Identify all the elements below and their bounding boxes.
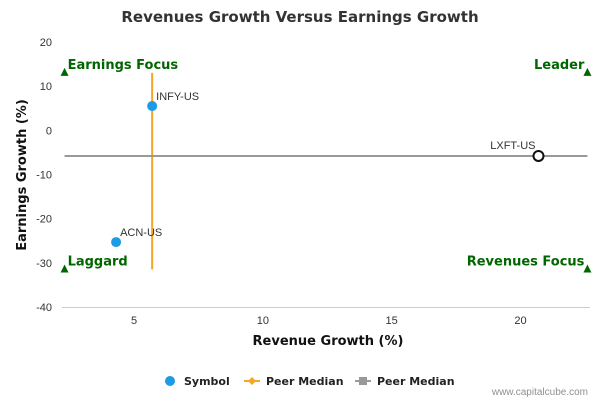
quadrant-label: Laggard — [68, 254, 128, 269]
credit-text: www.capitalcube.com — [491, 387, 588, 398]
data-point-label: LXFT-US — [490, 140, 535, 152]
x-axis-title: Revenue Growth (%) — [253, 334, 404, 349]
chart-title: Revenues Growth Versus Earnings Growth — [121, 8, 478, 26]
y-axis-title: Earnings Growth (%) — [15, 99, 30, 251]
quadrant-marker-icon — [583, 264, 592, 273]
legend-label: Peer Median — [266, 375, 344, 388]
quadrant-label: Earnings Focus — [68, 58, 179, 73]
data-point — [147, 101, 158, 112]
quadrant-marker-icon — [60, 67, 69, 76]
x-tick-label: 20 — [514, 315, 526, 327]
y-tick-label: 20 — [40, 37, 52, 49]
legend-label: Symbol — [184, 375, 230, 388]
plot-area: 20 10 0 -10 -20 -30 -40 5 10 15 20 Earnings Focus Le… — [36, 37, 592, 327]
data-point-label: INFY-US — [156, 91, 199, 103]
quadrant-marker-icon — [583, 67, 592, 76]
legend-marker-square — [359, 377, 367, 385]
y-tick-label: 0 — [46, 125, 52, 137]
quadrant-label: Revenues Focus — [467, 254, 585, 269]
legend-marker-diamond — [248, 377, 256, 385]
x-tick-label: 10 — [257, 315, 269, 327]
x-tick-label: 5 — [131, 315, 137, 327]
legend-label: Peer Median — [377, 375, 455, 388]
legend: Symbol Peer Median Peer Median — [165, 375, 455, 388]
data-point — [532, 149, 545, 162]
y-tick-label: -40 — [36, 302, 52, 314]
data-point-label: ACN-US — [120, 227, 162, 239]
legend-marker-symbol — [165, 376, 175, 386]
y-tick-label: -10 — [36, 170, 52, 182]
y-tick-label: -20 — [36, 214, 52, 226]
x-tick-label: 15 — [386, 315, 398, 327]
y-tick-label: -30 — [36, 258, 52, 270]
data-point — [111, 237, 122, 248]
quadrant-label: Leader — [534, 58, 585, 73]
quadrant-marker-icon — [60, 264, 69, 273]
y-tick-label: 10 — [40, 81, 52, 93]
